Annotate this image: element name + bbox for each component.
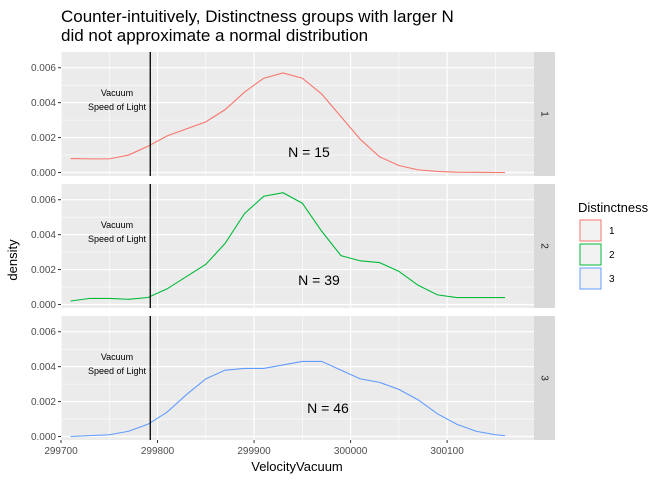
y-tick-label: 0.002 — [31, 133, 56, 144]
legend-key-1 — [579, 219, 602, 242]
facet-strip-3 — [534, 316, 555, 440]
speed-of-light-label-line-1: Vacuum — [101, 88, 133, 98]
y-tick-label: 0.006 — [31, 63, 56, 74]
density-line-1 — [70, 72, 506, 174]
facet-panel-2: 0.000 0.002 0.004 0.006 Vacuum Speed of Light… — [31, 184, 555, 311]
x-tick-label: 300000 — [334, 446, 368, 457]
facet-strip-2 — [534, 184, 555, 308]
n-label-3: N = 46 — [307, 400, 349, 416]
facet-panel-1: 0.000 0.002 0.004 0.006 Vacuum Speed of Light… — [31, 52, 555, 179]
density-line-2 — [70, 192, 506, 302]
x-tick-label: 299800 — [141, 446, 175, 457]
legend-label-1: 1 — [609, 226, 615, 237]
legend-key-2 — [579, 243, 602, 266]
facet-panel-3: 0.000 0.002 0.004 0.006 Vacuum Speed of Light… — [31, 316, 555, 443]
legend-label-2: 2 — [609, 250, 615, 261]
y-tick-label: 0.006 — [31, 327, 56, 338]
y-tick-label: 0.000 — [31, 300, 56, 311]
legend-key-3 — [579, 267, 602, 290]
facet-strip-label-1: 1 — [539, 111, 550, 117]
y-tick-label: 0.000 — [31, 432, 56, 443]
panel-background — [61, 184, 534, 308]
y-axis-title: density — [5, 239, 20, 281]
facet-strip-1 — [534, 52, 555, 176]
x-tick-label: 300100 — [430, 446, 464, 457]
y-tick-label: 0.000 — [31, 168, 56, 179]
x-tick-label: 299700 — [44, 446, 78, 457]
legend-label-3: 3 — [609, 274, 615, 285]
y-tick-label: 0.004 — [31, 362, 56, 373]
x-axis-title: VelocityVacuum — [251, 459, 343, 474]
facet-panels: 0.000 0.002 0.004 0.006 Vacuum Speed of Light… — [31, 52, 555, 443]
chart-title-line-2: did not approximate a normal distributio… — [61, 26, 368, 45]
speed-of-light-label-line-1: Vacuum — [101, 352, 133, 362]
y-tick-label: 0.002 — [31, 397, 56, 408]
speed-of-light-label-line-2: Speed of Light — [88, 366, 147, 376]
x-tick-label: 299900 — [237, 446, 271, 457]
legend-title: Distinctness — [578, 200, 649, 215]
legend: Distinctness 1 2 3 — [578, 200, 649, 290]
speed-of-light-label-line-2: Speed of Light — [88, 102, 147, 112]
density-line-3 — [70, 360, 506, 438]
x-axis: 299700 299800 299900 300000 300100 — [44, 440, 464, 457]
panel-background — [61, 316, 534, 440]
speed-of-light-label-line-1: Vacuum — [101, 220, 133, 230]
n-label-2: N = 39 — [298, 272, 340, 288]
facet-strip-label-2: 2 — [539, 243, 550, 249]
y-tick-label: 0.006 — [31, 195, 56, 206]
y-tick-label: 0.004 — [31, 98, 56, 109]
n-label-1: N = 15 — [288, 144, 330, 160]
speed-of-light-label-line-2: Speed of Light — [88, 234, 147, 244]
chart-title-line-1: Counter-intuitively, Distinctness groups… — [61, 7, 454, 26]
y-tick-label: 0.002 — [31, 265, 56, 276]
y-tick-label: 0.004 — [31, 230, 56, 241]
facet-strip-label-3: 3 — [539, 375, 550, 381]
